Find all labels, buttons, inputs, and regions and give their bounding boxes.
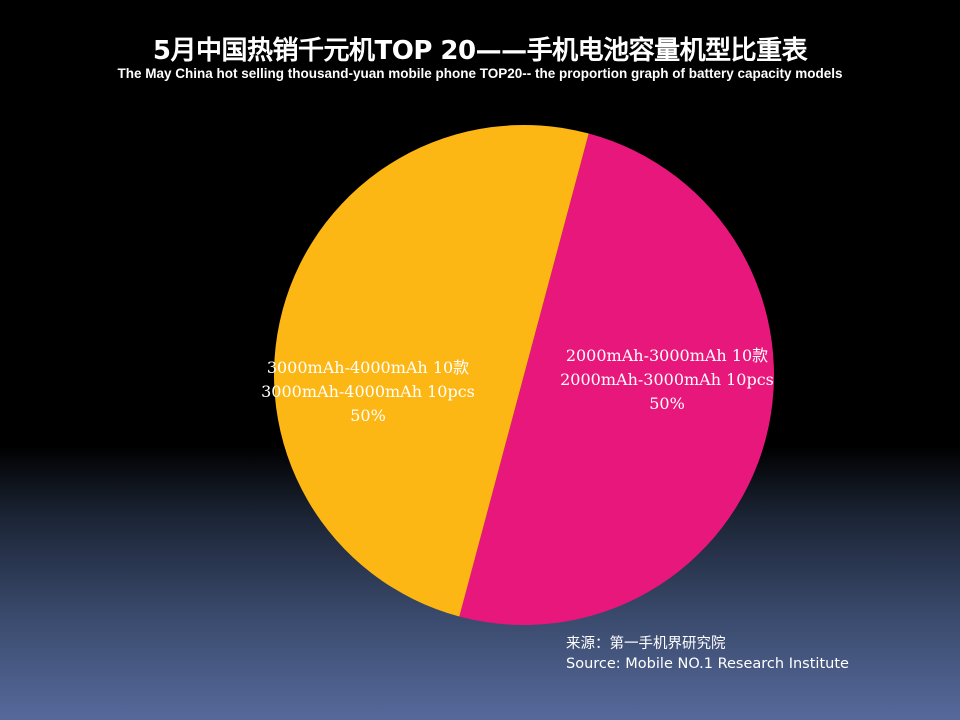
slice-label-2000-3000: 2000mAh-3000mAh 10款 2000mAh-3000mAh 10pc…: [560, 344, 774, 416]
slice-percent-label: 50%: [350, 406, 386, 425]
slice-label-cn: 2000mAh-3000mAh 10款: [565, 346, 769, 365]
source-en: Source: Mobile NO.1 Research Institute: [566, 656, 849, 672]
chart-title: 5月中国热销千元机TOP 20——手机电池容量机型比重表: [152, 36, 808, 66]
slice-label-3000-4000: 3000mAh-4000mAh 10款 3000mAh-4000mAh 10pc…: [261, 356, 475, 428]
chart-subtitle: The May China hot selling thousand-yuan …: [117, 66, 843, 81]
slice-label-cn: 3000mAh-4000mAh 10款: [266, 358, 470, 377]
source-note: 来源：第一手机界研究院 Source: Mobile NO.1 Research…: [566, 634, 849, 674]
source-cn: 来源：第一手机界研究院: [566, 636, 726, 652]
slice-label-en: 3000mAh-4000mAh 10pcs: [261, 382, 475, 401]
pie-slice-0: [459, 133, 774, 625]
slice-percent-label: 50%: [649, 394, 685, 413]
pie-slice-1: [274, 124, 589, 617]
slice-label-en: 2000mAh-3000mAh 10pcs: [560, 370, 774, 389]
